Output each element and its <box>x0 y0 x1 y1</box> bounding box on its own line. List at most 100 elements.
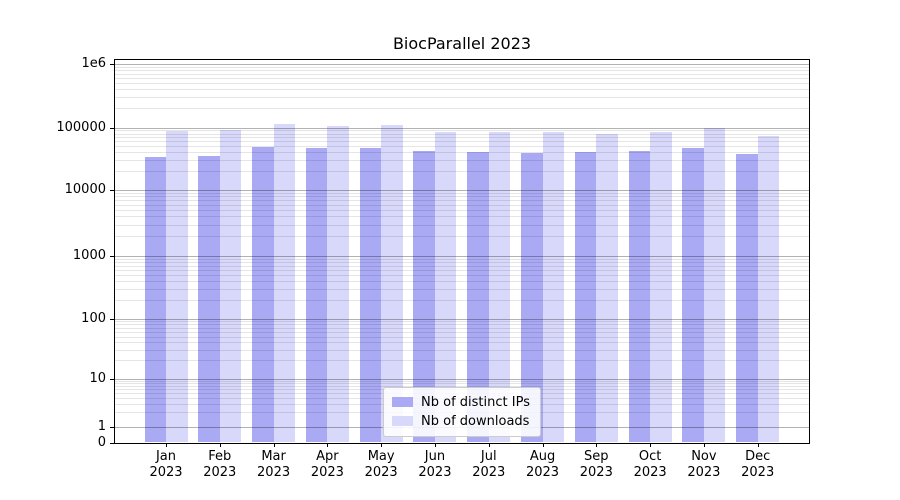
gridline-major <box>115 190 809 191</box>
grid-overlay <box>115 60 809 443</box>
y-tick-label: 1e6 <box>81 56 106 71</box>
bar-downloads-jan <box>166 130 188 443</box>
gridline-minor <box>115 89 809 91</box>
gridline-minor <box>115 331 809 333</box>
gridline-minor <box>115 236 809 238</box>
gridline-minor <box>115 108 809 110</box>
gridline-minor <box>115 321 809 323</box>
x-tick-mark <box>542 443 544 447</box>
bar-downloads-jun <box>434 131 457 443</box>
bars-layer <box>115 60 809 443</box>
gridline-minor <box>115 209 809 211</box>
y-tick-label: 0 <box>97 434 106 450</box>
x-tick-mark <box>757 443 759 447</box>
bar-distinct-ips-dec <box>736 154 758 443</box>
gridline-major <box>115 256 809 257</box>
x-tick-label: Dec 2023 <box>741 449 775 480</box>
gridline-minor <box>115 224 809 226</box>
gridline-minor <box>115 349 809 351</box>
y-tick-label: 1 <box>97 418 106 434</box>
gridline-minor <box>115 280 809 282</box>
y-tick-label: 100000 <box>56 119 106 135</box>
y-tick-mark <box>110 190 114 191</box>
bar-distinct-ips-nov <box>682 147 704 443</box>
x-tick-label: Jun 2023 <box>418 449 452 480</box>
y-tick-mark <box>110 127 114 129</box>
gridline-minor <box>115 78 809 80</box>
x-tick-label: Mar 2023 <box>257 449 291 480</box>
x-tick-label: Sep 2023 <box>579 449 613 480</box>
y-tick-label: 10000 <box>64 182 106 197</box>
y-tick-label: 10 <box>89 370 106 386</box>
y-tick-mark <box>110 318 114 320</box>
gridline-minor <box>115 385 809 387</box>
legend-label-distinct-ips: Nb of distinct IPs <box>421 394 530 410</box>
gridline-minor <box>115 265 809 267</box>
bar-downloads-oct <box>650 131 672 443</box>
x-tick-mark <box>434 443 436 447</box>
gridline-minor <box>115 146 809 148</box>
gridline-minor <box>115 83 809 85</box>
bar-distinct-ips-jan <box>144 156 166 443</box>
bar-distinct-ips-may <box>359 148 382 443</box>
gridline-minor <box>115 73 809 75</box>
bar-downloads-aug <box>542 132 565 443</box>
bar-distinct-ips-oct <box>628 150 651 443</box>
bar-distinct-ips-jun <box>413 150 435 443</box>
gridline-minor <box>115 274 809 276</box>
gridline-minor <box>115 336 809 338</box>
gridline-minor <box>115 288 809 290</box>
gridline-minor <box>115 66 809 68</box>
gridline-minor <box>115 141 809 143</box>
gridline-minor <box>115 137 809 139</box>
legend-swatch-downloads <box>392 416 414 426</box>
legend-item-distinct-ips: Nb of distinct IPs <box>392 393 530 412</box>
y-tick-mark <box>110 64 114 65</box>
gridline-minor <box>115 171 809 173</box>
y-tick-label: 100 <box>81 310 106 326</box>
x-tick-label: Nov 2023 <box>687 449 721 480</box>
bar-downloads-feb <box>219 130 242 443</box>
gridline-major <box>115 64 809 65</box>
x-tick-mark <box>596 443 598 447</box>
gridline-major <box>115 318 809 320</box>
gridline-minor <box>115 200 809 202</box>
y-tick-mark <box>110 442 114 444</box>
y-tick-mark <box>110 378 114 380</box>
x-tick-label: Apr 2023 <box>310 449 344 480</box>
gridline-minor <box>115 204 809 206</box>
x-tick-label: Jul 2023 <box>472 449 506 480</box>
gridline-minor <box>115 380 809 382</box>
x-tick-mark <box>166 443 167 447</box>
gridline-minor <box>115 70 809 72</box>
x-tick-label: Jan 2023 <box>149 449 183 480</box>
bar-downloads-mar <box>273 124 296 443</box>
legend-swatch-distinct-ips <box>392 397 414 407</box>
chart-title: BiocParallel 2023 <box>392 34 532 53</box>
gridline-major <box>115 378 809 380</box>
bar-distinct-ips-apr <box>305 148 328 443</box>
gridline-minor <box>115 299 809 301</box>
gridline-minor <box>115 216 809 218</box>
gridline-minor <box>115 383 809 385</box>
bar-distinct-ips-jul <box>467 152 489 443</box>
bar-downloads-may <box>381 124 403 443</box>
x-tick-mark <box>273 443 275 447</box>
x-tick-mark <box>488 443 490 447</box>
bar-downloads-apr <box>327 126 349 443</box>
x-tick-label: Feb 2023 <box>203 449 237 480</box>
gridline-minor <box>115 193 809 195</box>
x-tick-label: Aug 2023 <box>525 449 560 480</box>
bar-downloads-dec <box>757 136 780 443</box>
plot-area: Nb of distinct IPs Nb of downloads <box>114 59 810 444</box>
bar-distinct-ips-sep <box>574 152 597 443</box>
gridline-minor <box>115 152 809 154</box>
y-tick-label: 1000 <box>72 248 106 263</box>
y-tick-mark <box>110 256 114 257</box>
x-tick-mark <box>219 443 221 447</box>
gridline-minor <box>115 97 809 99</box>
x-tick-mark <box>650 443 652 447</box>
gridline-minor <box>115 133 809 135</box>
gridline-minor <box>115 196 809 198</box>
